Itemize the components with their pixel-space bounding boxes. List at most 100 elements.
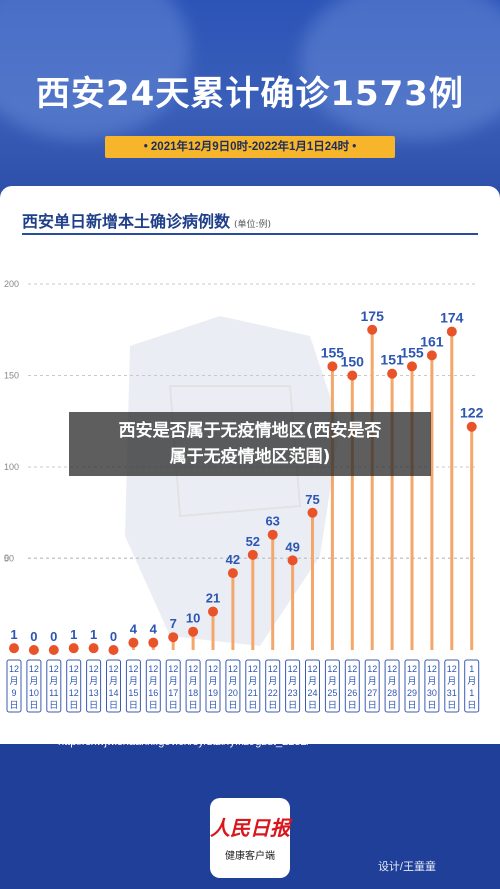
- x-tick-day: 25: [327, 688, 337, 698]
- x-tick-day-char: 日: [149, 700, 158, 710]
- x-tick-month-char: 月: [348, 676, 357, 686]
- x-tick-day: 26: [347, 688, 357, 698]
- x-tick-box: [364, 659, 380, 713]
- x-tick-month: 12: [148, 664, 158, 674]
- x-tick-month-char: 月: [208, 676, 217, 686]
- x-tick-day-char: 日: [248, 700, 257, 710]
- data-point: [128, 637, 139, 648]
- data-point: [247, 549, 258, 560]
- header-banner: 西安24天累计确诊1573例 • 2021年12月9日0时-2022年1月1日2…: [0, 0, 500, 196]
- x-tick-month-char: 月: [388, 676, 397, 686]
- data-label: 21: [206, 591, 220, 606]
- x-tick-month-char: 月: [89, 676, 98, 686]
- x-tick-month-char: 月: [29, 676, 38, 686]
- data-point: [148, 637, 159, 648]
- x-tick-day-char: 日: [467, 700, 476, 710]
- data-label: 75: [305, 492, 319, 507]
- x-tick-month: 12: [288, 664, 298, 674]
- source-link[interactable]: http://sxwjw.shaanxi.gov.cn/sy/ztzl/fyfk…: [58, 736, 310, 748]
- x-tick-day: 18: [188, 688, 198, 698]
- data-point: [9, 643, 19, 654]
- x-tick-day-char: 日: [9, 700, 18, 710]
- y-tick-label: 150: [4, 371, 19, 381]
- data-point: [426, 350, 437, 361]
- divider: [22, 233, 478, 235]
- x-tick-month-char: 月: [308, 676, 317, 686]
- x-tick-day: 17: [168, 688, 178, 698]
- x-tick-box: [205, 659, 221, 713]
- data-point: [307, 507, 318, 518]
- x-tick-box: [165, 659, 181, 713]
- data-point: [108, 645, 119, 655]
- x-tick-day: 9: [11, 688, 16, 698]
- x-tick-box: [404, 659, 420, 713]
- data-point: [188, 626, 199, 637]
- x-tick-day-char: 日: [447, 700, 456, 710]
- designer-credit: 设计/王童童: [377, 861, 436, 873]
- x-tick-month: 1: [469, 664, 474, 674]
- page-title: 西安24天累计确诊1573例: [36, 74, 464, 114]
- x-tick-box: [285, 659, 301, 713]
- chart-title: 西安单日新增本土确诊病例数 (单位:例): [22, 208, 271, 232]
- data-point: [88, 643, 99, 654]
- x-tick-day: 24: [307, 688, 317, 698]
- data-label: 0: [110, 629, 117, 644]
- source-note: 来源：陕西省卫生健康委员会,肺炎防控专题, 2022-01-02, http:/…: [28, 718, 310, 750]
- x-tick-day-char: 日: [427, 700, 436, 710]
- data-point: [48, 645, 59, 655]
- x-tick-month-char: 月: [328, 676, 337, 686]
- x-tick-day: 14: [108, 688, 118, 698]
- x-tick-month: 12: [407, 664, 417, 674]
- chart-title-text: 西安单日新增本土确诊病例数: [22, 212, 231, 231]
- x-tick-month: 12: [49, 664, 59, 674]
- x-tick-month-char: 月: [248, 676, 257, 686]
- x-tick-month: 12: [387, 664, 397, 674]
- x-tick-month-char: 月: [69, 676, 78, 686]
- data-point: [28, 645, 39, 655]
- caption-overlay: 西安是否属于无疫情地区(西安是否 属于无疫情地区范围): [69, 412, 431, 476]
- x-tick-box: [344, 659, 360, 713]
- x-tick-month: 12: [89, 664, 99, 674]
- x-tick-day-char: 日: [368, 700, 377, 710]
- x-tick-month: 12: [228, 664, 238, 674]
- x-tick-day: 28: [387, 688, 397, 698]
- x-tick-box: [225, 659, 241, 713]
- x-tick-box: [86, 659, 102, 713]
- x-tick-day: 10: [29, 688, 39, 698]
- x-tick-day-char: 日: [89, 700, 98, 710]
- x-tick-month: 12: [29, 664, 39, 674]
- x-tick-month: 12: [268, 664, 278, 674]
- x-tick-month: 12: [447, 664, 457, 674]
- x-tick-box: [106, 659, 121, 713]
- data-label: 150: [341, 354, 365, 370]
- x-tick-month: 12: [9, 664, 19, 674]
- x-tick-day-char: 日: [169, 700, 178, 710]
- x-tick-box: [305, 659, 320, 713]
- x-tick-month-char: 月: [9, 676, 18, 686]
- x-tick-day-char: 日: [109, 700, 118, 710]
- caption-line-1: 西安是否属于无疫情地区(西安是否: [118, 421, 382, 441]
- x-tick-day: 23: [288, 688, 298, 698]
- data-label: 42: [226, 552, 240, 567]
- data-point: [168, 632, 179, 643]
- x-tick-day: 22: [268, 688, 278, 698]
- x-tick-day: 30: [427, 688, 437, 698]
- x-tick-box: [145, 659, 161, 713]
- data-label: 155: [321, 344, 345, 360]
- data-label: 4: [130, 622, 138, 637]
- x-tick-box: [46, 659, 62, 713]
- x-tick-month: 12: [108, 664, 118, 674]
- x-tick-box: [464, 659, 480, 713]
- x-tick-day-char: 日: [288, 700, 297, 710]
- data-point: [387, 368, 398, 379]
- x-tick-month: 12: [427, 664, 437, 674]
- caption-line-2: 属于无疫情地区范围): [169, 447, 331, 467]
- data-label: 10: [186, 611, 200, 626]
- x-tick-month: 12: [248, 664, 258, 674]
- x-tick-box: [6, 659, 22, 713]
- y-tick-label: 50: [4, 554, 14, 564]
- x-tick-day: 19: [208, 688, 218, 698]
- data-label: 174: [440, 310, 464, 326]
- x-tick-month: 12: [69, 664, 79, 674]
- data-label: 1: [90, 627, 97, 642]
